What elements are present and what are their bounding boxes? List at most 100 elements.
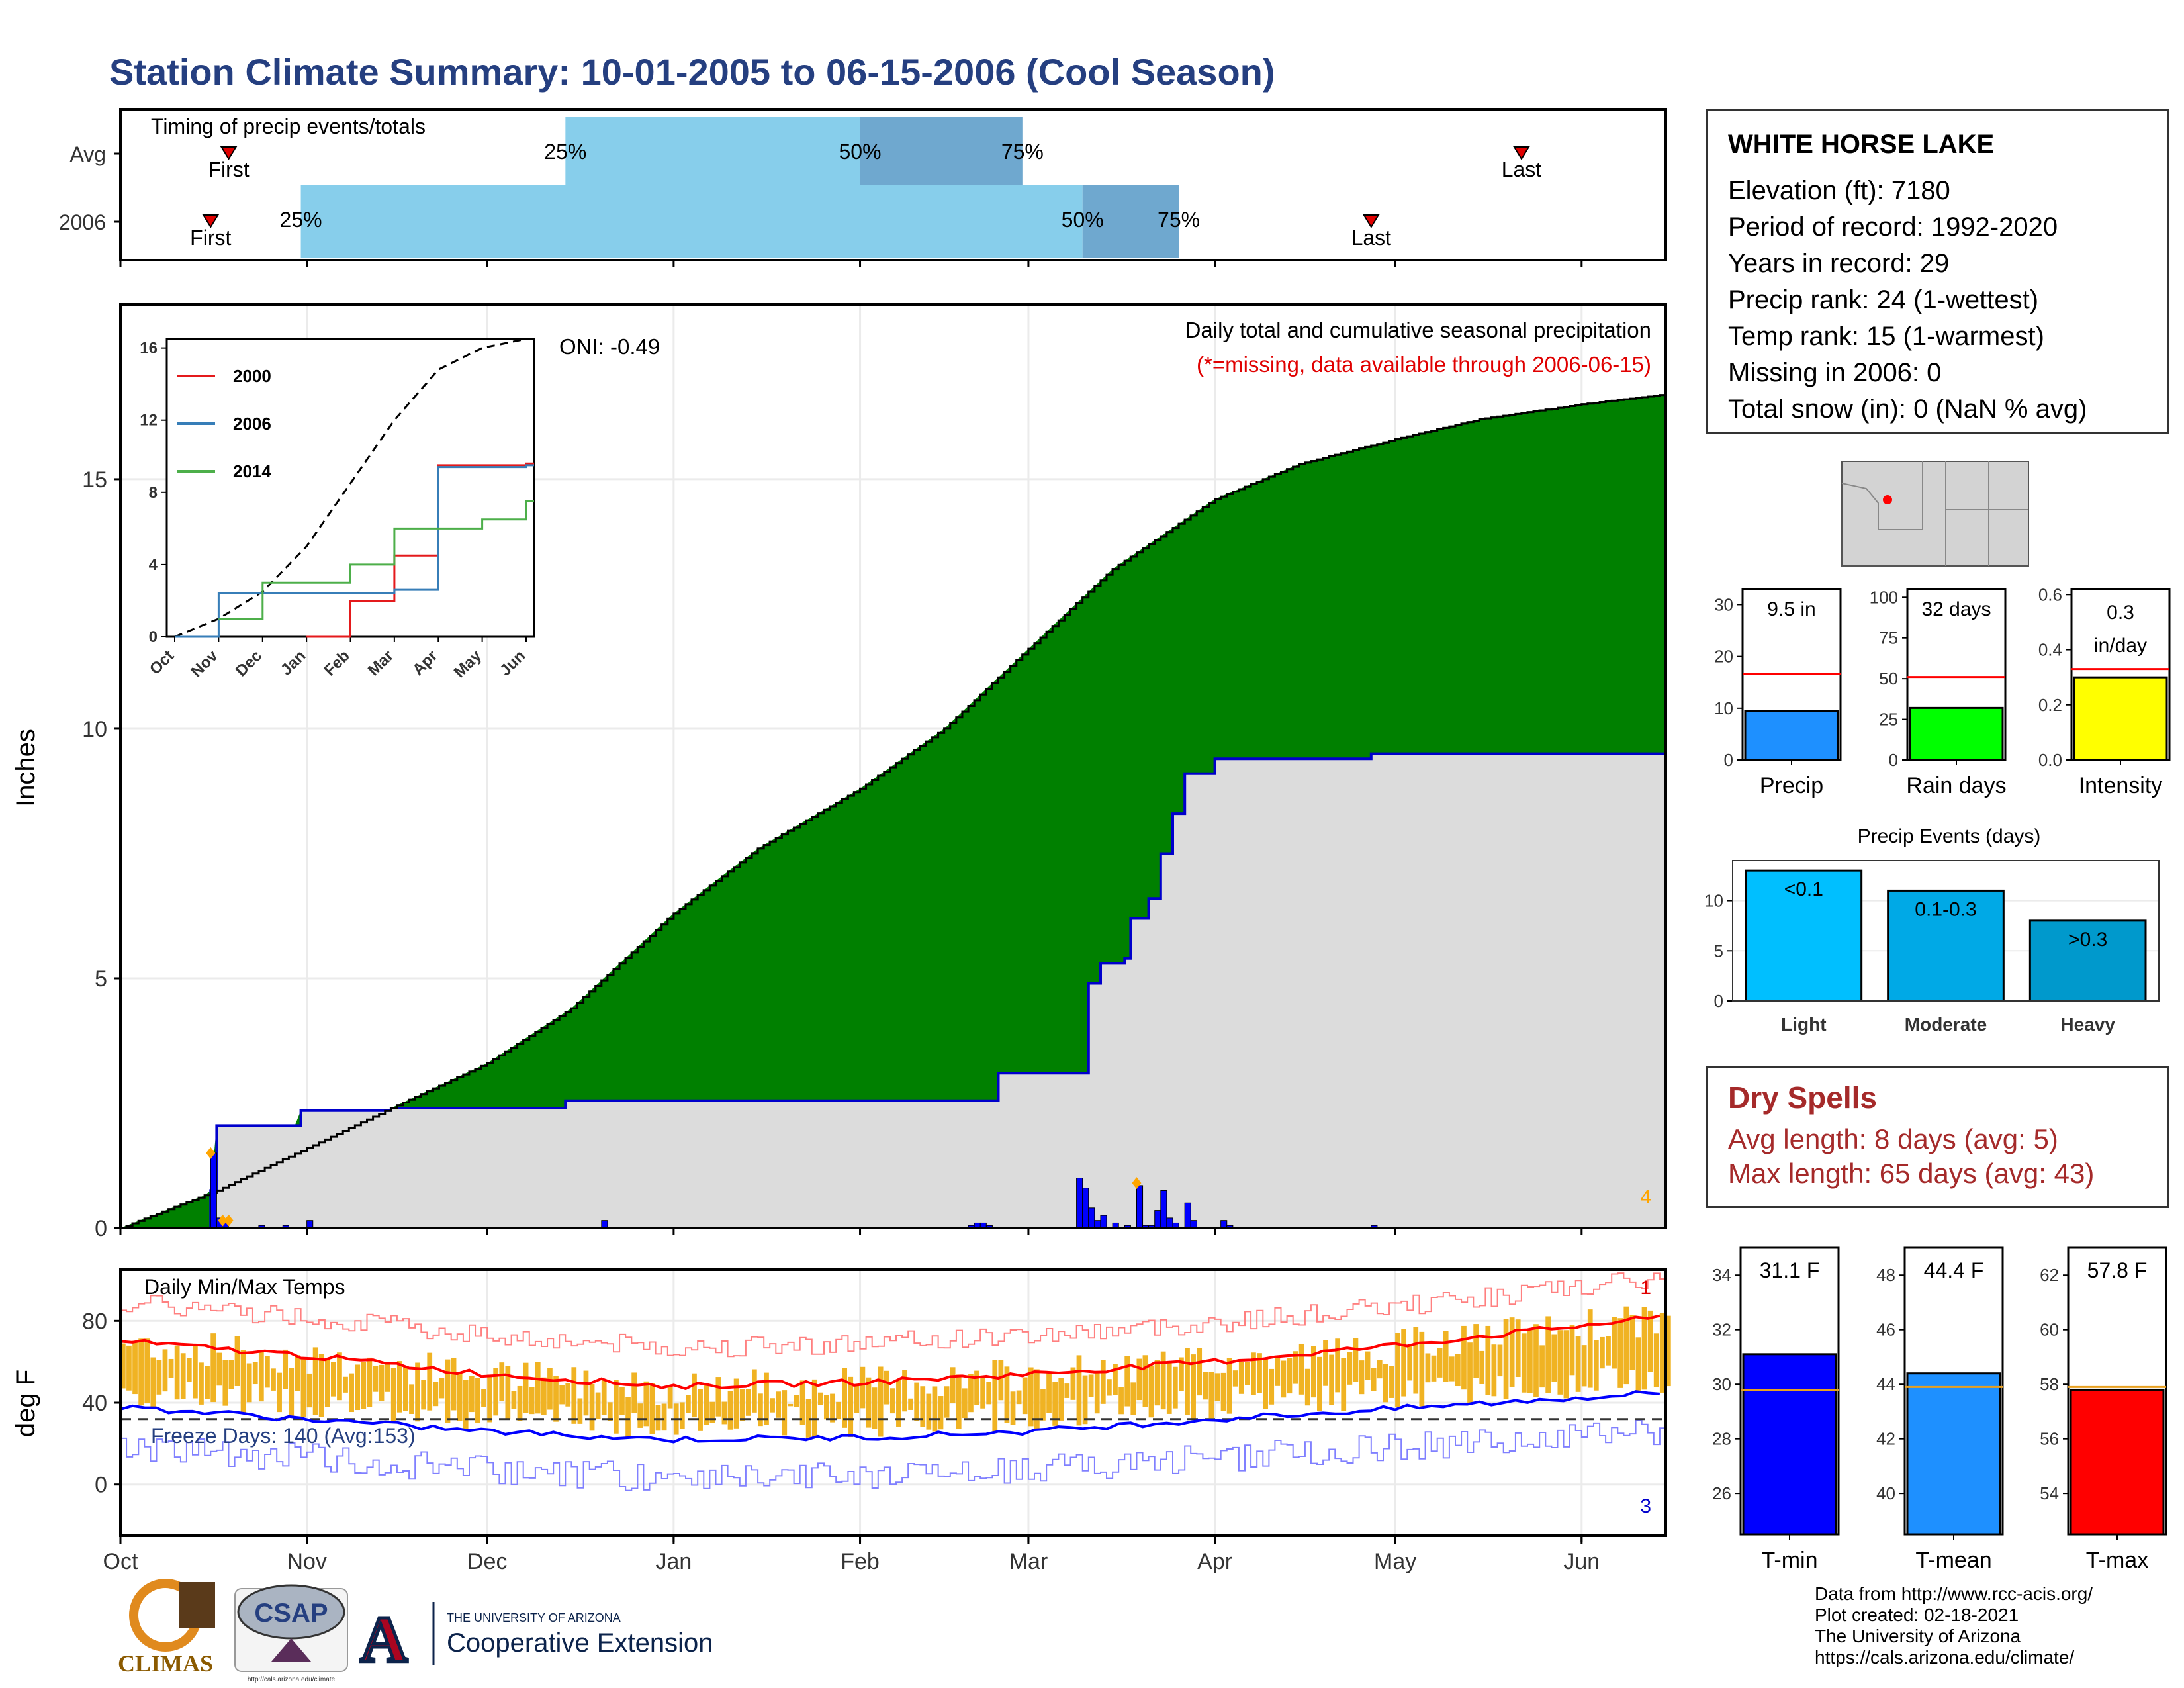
daily-temp-bar <box>1281 1360 1287 1398</box>
daily-temp-bar <box>872 1387 878 1429</box>
timing-bar-25-50 <box>300 185 1083 258</box>
daily-temp-bar <box>764 1372 769 1425</box>
daily-temp-bar <box>1130 1382 1136 1415</box>
daily-temp-bar <box>974 1370 979 1405</box>
temp-bar-y-tick-label: 28 <box>1712 1429 1731 1449</box>
daily-temp-bar <box>1022 1377 1028 1415</box>
daily-precip-bar <box>1166 1217 1173 1229</box>
daily-temp-bar <box>150 1357 156 1407</box>
precip-events-chart: Precip Events (days) 0 5 10 <0.1 Light 0.1-0.… <box>1704 825 2160 1035</box>
dry-spells-max: Max length: 65 days (avg: 43) <box>1728 1158 2095 1189</box>
season-cumulative-line <box>120 752 1666 1229</box>
daily-temp-bar <box>1010 1391 1016 1425</box>
daily-temp-bar <box>878 1366 884 1437</box>
dry-spells-avg: Avg length: 8 days (avg: 5) <box>1728 1123 2058 1154</box>
daily-temp-bar <box>1509 1317 1515 1387</box>
daily-temp-bar <box>739 1389 745 1421</box>
daily-temp-bar <box>589 1383 595 1431</box>
last-label: Last <box>1502 158 1542 181</box>
daily-temp-bar <box>938 1396 944 1430</box>
daily-temp-bar <box>469 1376 475 1413</box>
last-label: Last <box>1351 226 1392 250</box>
daily-temp-bar <box>788 1403 794 1407</box>
precip-corner-count: 4 <box>1640 1186 1651 1208</box>
temp-panel: Daily Min/Max Temps Freeze Days: 140 (Av… <box>11 1268 1671 1542</box>
events-x-label: Light <box>1781 1014 1826 1035</box>
daily-temp-bar <box>379 1364 385 1401</box>
daily-temp-bar <box>421 1380 427 1410</box>
daily-temp-bar <box>1419 1331 1425 1407</box>
daily-temp-bar <box>1491 1344 1497 1397</box>
daily-temp-bar <box>1118 1387 1124 1415</box>
heavy-event-marker <box>218 1214 228 1227</box>
station-info-line: Precip rank: 24 (1-wettest) <box>1728 285 2039 314</box>
timing-pct-label: 75% <box>1001 140 1044 164</box>
daily-temp-bar <box>914 1382 920 1421</box>
daily-temp-bar <box>1058 1378 1064 1421</box>
daily-temp-bar <box>1437 1348 1443 1378</box>
daily-temp-bar <box>1293 1351 1298 1384</box>
daily-temp-bar <box>403 1367 408 1411</box>
daily-temp-bar <box>1269 1368 1275 1405</box>
daily-temp-bar <box>1587 1309 1593 1388</box>
daily-temp-bar <box>962 1388 968 1419</box>
daily-temp-bar <box>1629 1315 1635 1370</box>
daily-temp-bar <box>631 1372 637 1413</box>
page-title: Station Climate Summary: 10-01-2005 to 0… <box>109 51 1275 93</box>
daily-temp-bar <box>1347 1352 1353 1385</box>
daily-temp-bar <box>1383 1364 1388 1403</box>
daily-temp-bar <box>1076 1355 1082 1426</box>
timing-pct-label: 50% <box>839 140 882 164</box>
daily-temp-bar <box>1185 1348 1190 1415</box>
daily-temp-bar <box>1653 1333 1659 1387</box>
events-bar <box>1745 869 1863 1002</box>
temp-bar-value <box>1906 1372 2001 1536</box>
daily-temp-bar <box>246 1363 252 1403</box>
daily-temp-bar <box>1275 1357 1281 1386</box>
daily-temp-bar <box>866 1377 872 1428</box>
daily-temp-bar <box>1600 1336 1605 1369</box>
daily-temp-bar <box>349 1373 354 1413</box>
daily-temp-bar <box>692 1373 697 1418</box>
daily-temp-bar <box>1028 1367 1034 1427</box>
daily-temp-bar <box>1191 1354 1196 1420</box>
daily-temp-bar <box>1666 1315 1671 1387</box>
daily-temp-bar <box>715 1377 721 1417</box>
daily-temp-bar <box>649 1383 655 1434</box>
events-y-tick-label: 0 <box>1714 991 1723 1011</box>
precip-y-tick-label: 0 <box>95 1216 107 1241</box>
x-tick-label: May <box>1374 1549 1416 1574</box>
temp-bar-y-tick-label: 60 <box>2040 1320 2059 1340</box>
daily-temp-bar <box>1070 1367 1076 1400</box>
events-bar-label: >0.3 <box>2068 929 2107 951</box>
daily-temp-bar <box>709 1401 715 1423</box>
daily-temp-bar <box>920 1386 926 1427</box>
mini-y-tick-label: 25 <box>1879 710 1898 729</box>
timing-pct-label: 50% <box>1062 208 1104 232</box>
daily-temp-bar <box>481 1389 486 1407</box>
daily-temp-bar <box>619 1387 625 1415</box>
daily-temp-bar <box>1232 1370 1238 1387</box>
precip-panel-title: Daily total and cumulative seasonal prec… <box>1185 318 1651 342</box>
precip-y-tick-label: 15 <box>82 467 107 492</box>
daily-temp-bar <box>265 1356 270 1388</box>
daily-temp-bar <box>721 1401 727 1425</box>
daily-temp-bar <box>1575 1336 1581 1392</box>
daily-temp-bar <box>463 1380 469 1429</box>
temp-bar-y-tick-label: 40 <box>1876 1483 1895 1503</box>
daily-temp-bar <box>1142 1355 1148 1407</box>
dry-spells-title: Dry Spells <box>1728 1080 1877 1115</box>
mini-bar-value-label: 32 days <box>1921 598 1991 620</box>
daily-temp-bar <box>1557 1330 1563 1395</box>
daily-temp-bar <box>1401 1329 1406 1397</box>
temp-bar-value-label: 44.4 F <box>1924 1258 1984 1282</box>
temp-panel-title: Daily Min/Max Temps <box>144 1275 345 1299</box>
daily-temp-bar <box>998 1360 1004 1401</box>
daily-temp-bar <box>529 1387 535 1415</box>
daily-temp-bar <box>667 1386 673 1409</box>
daily-temp-bar <box>318 1354 324 1417</box>
temp-bar-xlabel: T-mean <box>1915 1548 1991 1573</box>
mini-y-tick-label: 0.6 <box>2038 585 2062 604</box>
daily-temp-bar <box>343 1376 348 1393</box>
daily-temp-bar <box>655 1405 661 1431</box>
